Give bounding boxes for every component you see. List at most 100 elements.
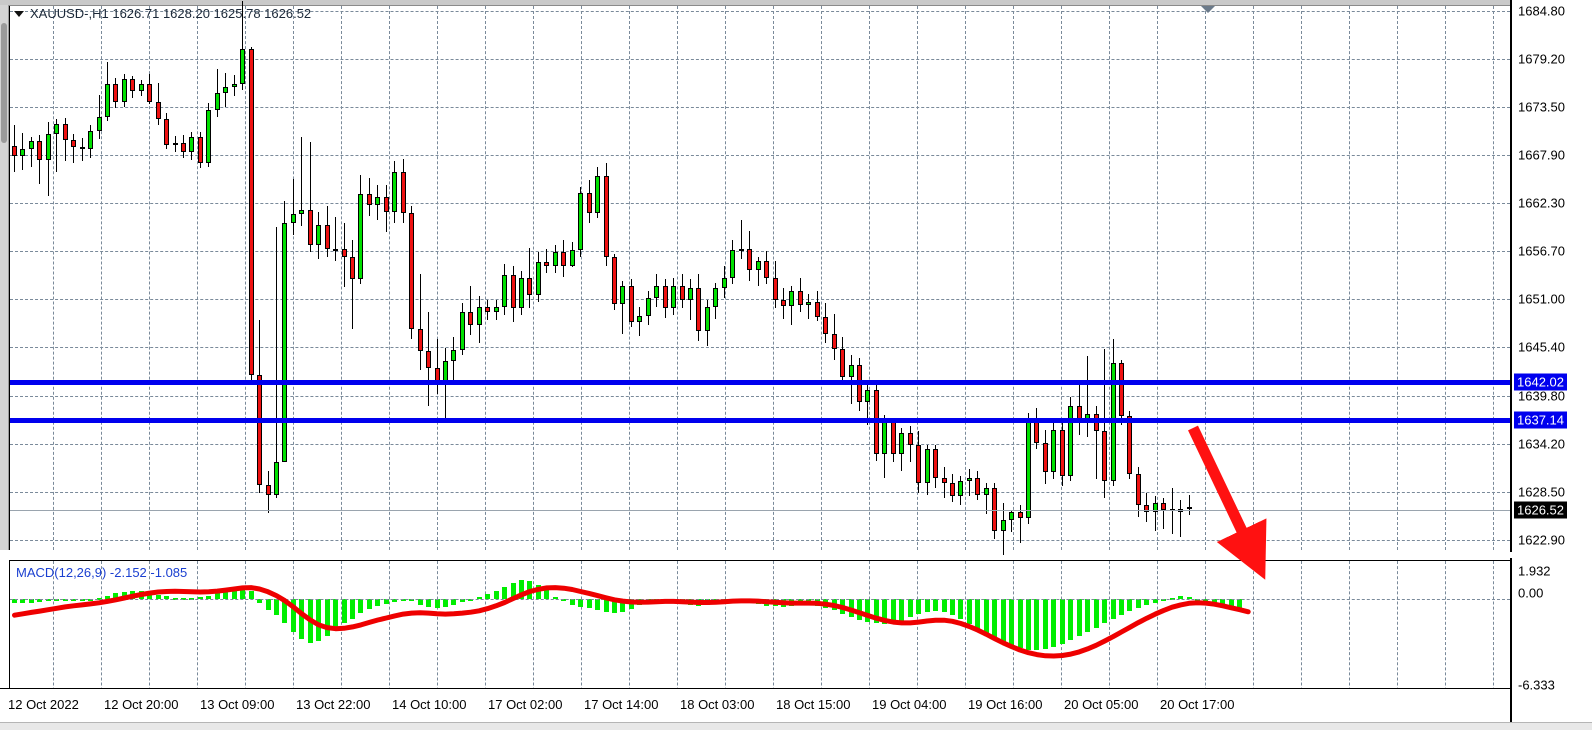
macd-time-gridline <box>197 561 198 721</box>
time-axis-tick: 18 Oct 15:00 <box>776 697 851 712</box>
candle-body-bearish <box>248 49 254 376</box>
candlestick <box>172 6 178 550</box>
time-axis[interactable]: 12 Oct 2022 12 Oct 20:00 13 Oct 09:00 13 Oc… <box>0 688 1510 723</box>
candle-wick <box>985 482 987 514</box>
candle-body-bullish <box>299 210 305 214</box>
price-gridline <box>10 347 1510 348</box>
candle-wick <box>352 240 353 329</box>
candlestick <box>848 6 854 550</box>
macd-histogram-bar <box>1102 598 1108 624</box>
time-axis-tick: 13 Oct 22:00 <box>296 697 371 712</box>
triangle-down-icon[interactable] <box>14 10 24 17</box>
scrollbar-thumb[interactable] <box>1 23 7 143</box>
candle-body-bearish <box>1161 503 1167 511</box>
candle-body-bearish <box>257 375 263 486</box>
candlestick <box>1042 6 1048 550</box>
candle-body-bearish <box>307 210 313 246</box>
resistance-level-line[interactable] <box>10 380 1510 385</box>
candlestick <box>696 6 702 550</box>
candle-body-bearish <box>992 487 998 531</box>
candle-body-bearish <box>1127 416 1133 475</box>
macd-axis-tick: -6.333 <box>1518 677 1555 693</box>
macd-histogram-bar <box>916 598 922 614</box>
resistance-level-tag[interactable]: 1642.02 <box>1514 373 1567 391</box>
candle-wick <box>622 281 624 335</box>
macd-histogram-bar <box>1228 598 1234 609</box>
candle-body-bullish <box>282 222 288 463</box>
current-price-tag[interactable]: 1626.52 <box>1514 501 1567 519</box>
vertical-scrollbar[interactable] <box>0 5 9 550</box>
macd-histogram-bar <box>552 596 558 599</box>
candle-body-bearish <box>780 299 786 306</box>
price-gridline <box>10 203 1510 204</box>
macd-histogram-bar <box>1186 596 1192 599</box>
macd-histogram-bar <box>502 586 508 599</box>
macd-histogram-bar <box>231 590 237 599</box>
candlestick <box>1118 6 1124 550</box>
candle-body-bullish <box>189 136 195 152</box>
candle-wick <box>1188 494 1190 516</box>
candle-body-bearish <box>975 477 981 495</box>
macd-histogram-bar <box>586 598 592 609</box>
candlestick <box>417 6 423 550</box>
current-price-line[interactable] <box>10 510 1510 511</box>
candle-body-bearish <box>181 142 186 152</box>
candle-body-bullish <box>789 291 795 306</box>
symbol-header-text: XAUUSD-,H1 1626.71 1628.20 1625.78 1626.… <box>30 6 312 21</box>
macd-histogram-bar <box>485 594 491 599</box>
macd-histogram-bar <box>113 593 119 599</box>
price-chart-pane[interactable] <box>9 0 1510 555</box>
macd-histogram-bar <box>1161 598 1167 601</box>
candle-body-bullish <box>20 149 26 157</box>
macd-histogram-bar <box>1220 598 1226 608</box>
macd-histogram-bar <box>1110 598 1116 620</box>
candle-wick <box>867 381 869 425</box>
candlestick <box>882 6 888 550</box>
candle-body-bearish <box>831 334 837 350</box>
candlestick <box>476 6 482 550</box>
candle-body-bullish <box>273 462 279 495</box>
candle-body-bullish <box>104 84 110 117</box>
macd-time-gridline <box>1205 561 1206 721</box>
macd-histogram-bar <box>223 591 229 599</box>
candlestick <box>1093 6 1099 550</box>
macd-histogram-bar <box>290 598 296 632</box>
macd-histogram-bar <box>958 598 964 620</box>
candle-body-bearish <box>383 197 389 212</box>
candlestick <box>704 6 710 550</box>
candle-body-bearish <box>949 482 955 497</box>
price-gridline <box>10 107 1510 108</box>
time-gridline <box>293 6 294 550</box>
price-axis-tick: 1656.70 <box>1518 243 1565 259</box>
time-gridline <box>1109 6 1110 550</box>
macd-histogram-bar <box>561 598 567 602</box>
price-axis-tick: 1651.00 <box>1518 291 1565 307</box>
candle-body-bearish <box>350 257 355 280</box>
support-level-tag[interactable]: 1637.14 <box>1514 411 1567 429</box>
candle-body-bullish <box>88 131 94 150</box>
macd-histogram-bar <box>442 598 448 608</box>
candle-body-bullish <box>214 93 220 111</box>
price-axis[interactable]: 1684.80 1679.20 1673.50 1667.90 1662.30 1656.… <box>1510 0 1592 552</box>
macd-histogram-bar <box>1093 598 1099 628</box>
candlestick <box>595 6 601 550</box>
candlestick <box>62 6 68 550</box>
candle-wick <box>808 293 810 319</box>
macd-axis-tick: 1.932 <box>1518 563 1551 579</box>
candle-body-bearish <box>611 257 617 305</box>
time-gridline <box>485 6 486 550</box>
candle-wick <box>419 274 421 370</box>
macd-indicator-pane[interactable]: MACD(12,26,9) -2.152 -1.085 <box>9 560 1510 722</box>
support-level-line[interactable] <box>10 418 1510 423</box>
macd-time-gridline <box>1349 561 1350 721</box>
candle-body-bullish <box>688 287 693 300</box>
time-axis-tick: 20 Oct 05:00 <box>1064 697 1139 712</box>
macd-histogram-bar <box>20 598 26 603</box>
macd-histogram-bar <box>620 598 626 612</box>
candlestick <box>1178 6 1184 550</box>
candle-body-bullish <box>502 275 508 307</box>
macd-histogram-bar <box>273 598 279 616</box>
candlestick <box>164 6 170 550</box>
candlestick <box>544 6 550 550</box>
time-axis-tick: 19 Oct 16:00 <box>968 697 1043 712</box>
